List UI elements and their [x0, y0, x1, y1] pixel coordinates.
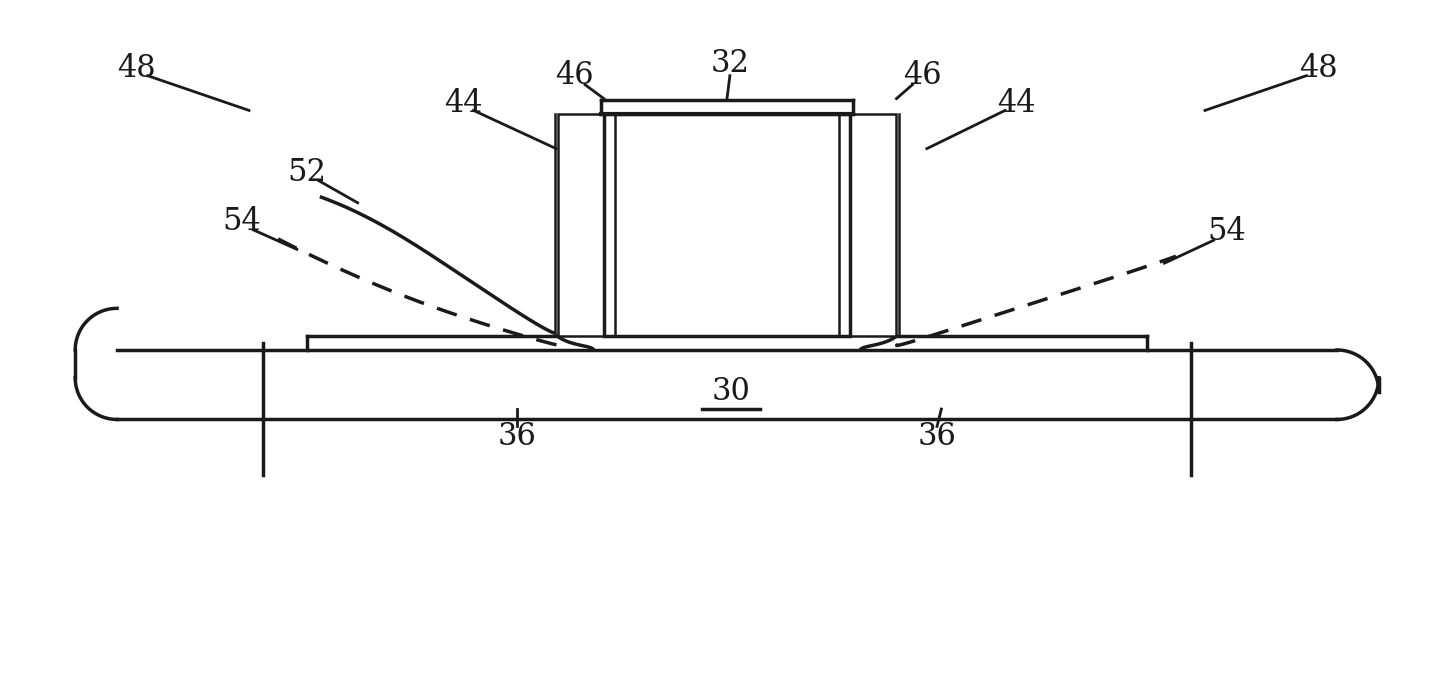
Text: 36: 36	[497, 421, 537, 452]
Bar	[603, 114, 851, 336]
Text: 48: 48	[1298, 53, 1338, 84]
Text: 30: 30	[712, 376, 750, 407]
Text: 54: 54	[1207, 216, 1246, 247]
Text: 44: 44	[443, 88, 483, 119]
Text: 32: 32	[711, 48, 749, 79]
Text: 46: 46	[555, 60, 595, 91]
Bar	[851, 114, 897, 336]
Text: 38: 38	[662, 248, 699, 279]
Text: 54: 54	[222, 206, 262, 237]
Text: 52: 52	[288, 158, 327, 188]
Text: 44: 44	[997, 88, 1035, 119]
Text: 48: 48	[116, 53, 156, 84]
Text: 36: 36	[917, 421, 957, 452]
Text: 46: 46	[903, 60, 942, 91]
Bar	[557, 114, 603, 336]
